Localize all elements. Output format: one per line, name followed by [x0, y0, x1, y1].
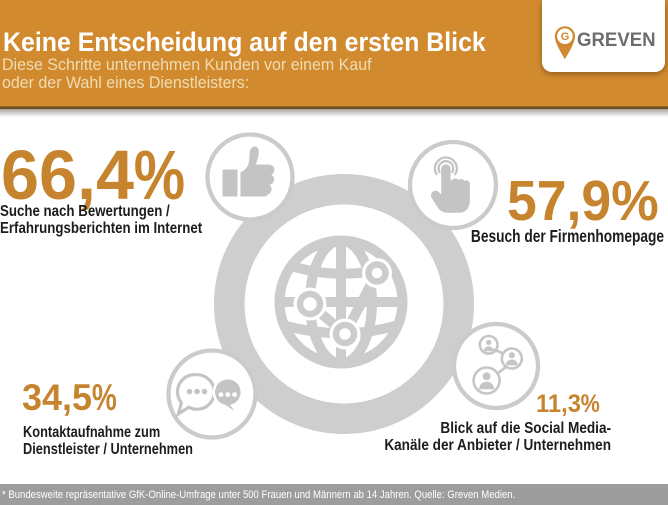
svg-text:G: G	[561, 31, 570, 43]
